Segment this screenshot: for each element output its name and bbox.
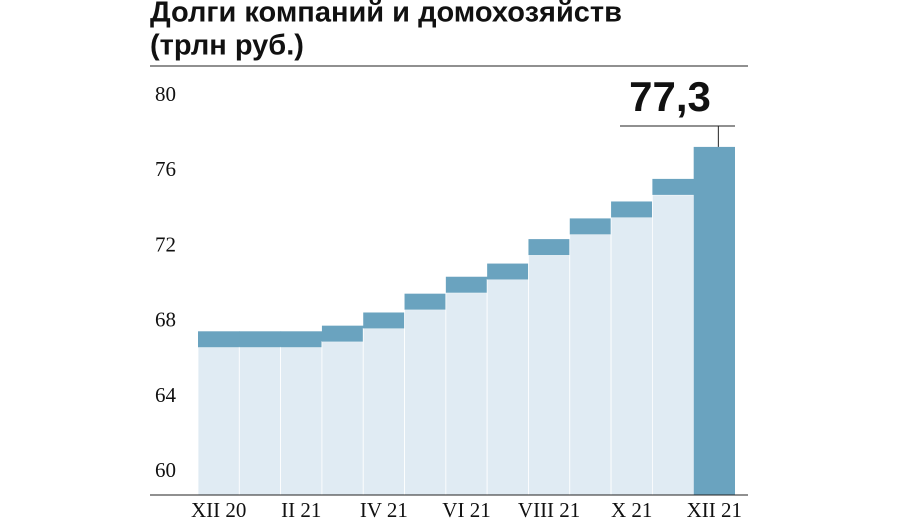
step (363, 312, 406, 329)
y-tick-label: 80 (155, 82, 176, 106)
y-tick-label: 72 (155, 232, 176, 256)
area-fill (651, 194, 695, 496)
value-label: 77,3 (629, 73, 711, 120)
step (652, 178, 695, 195)
step (611, 201, 653, 218)
x-tick-label: IV 21 (360, 498, 408, 522)
bar (693, 146, 735, 495)
area-fill (404, 309, 447, 496)
y-tick-label: 68 (155, 308, 176, 332)
x-tick-label: II 21 (281, 498, 321, 522)
x-tick-label: XII 20 (191, 498, 246, 522)
area-fill (528, 254, 571, 496)
area-fill (280, 346, 323, 496)
x-tick-label: VIII 21 (518, 498, 580, 522)
step (198, 331, 240, 348)
chart-title: Долги компаний и домохозяйств (150, 0, 622, 29)
x-tick-label: X 21 (611, 498, 652, 522)
step (487, 263, 529, 280)
step (445, 276, 488, 293)
x-tick-label: VI 21 (442, 498, 490, 522)
area-fill (321, 341, 364, 496)
area-fill (197, 346, 240, 496)
step (569, 218, 612, 235)
area-fill (486, 279, 529, 496)
step (280, 331, 323, 348)
step (321, 325, 364, 342)
area-fill (610, 217, 653, 496)
area-fill (569, 234, 612, 496)
area-fill (445, 292, 488, 496)
step (239, 331, 282, 348)
step (404, 293, 447, 310)
y-tick-label: 60 (155, 458, 176, 482)
chart-subtitle: (трлн руб.) (150, 30, 304, 62)
area-fill (238, 346, 282, 496)
area-fill (362, 328, 405, 496)
y-tick-label: 64 (155, 383, 177, 407)
x-tick-label: XII 21 (687, 498, 742, 522)
step (528, 239, 571, 256)
y-tick-label: 76 (155, 157, 176, 181)
